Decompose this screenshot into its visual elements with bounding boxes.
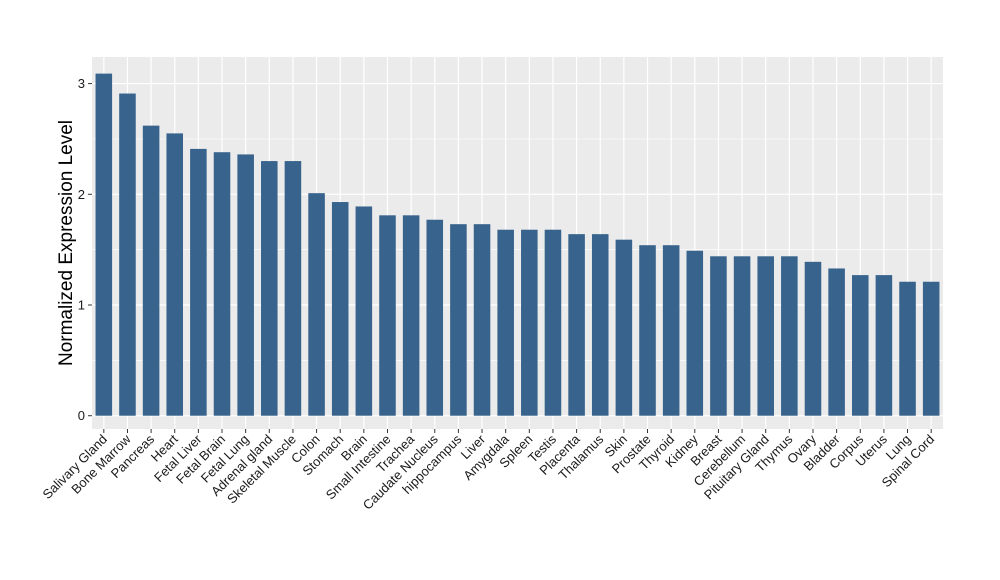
bar bbox=[521, 229, 538, 416]
bar bbox=[757, 256, 774, 416]
bar bbox=[804, 261, 822, 416]
bar bbox=[237, 154, 254, 416]
bar bbox=[450, 224, 467, 416]
bar bbox=[213, 152, 231, 416]
bar bbox=[710, 256, 727, 416]
bar bbox=[686, 250, 704, 416]
bar bbox=[497, 229, 514, 416]
y-tick-label: 3 bbox=[78, 76, 85, 91]
bar bbox=[662, 245, 680, 416]
bar bbox=[851, 275, 869, 416]
y-tick-label: 1 bbox=[78, 298, 85, 313]
bar bbox=[142, 125, 160, 416]
bar bbox=[379, 215, 396, 416]
bars bbox=[95, 73, 940, 416]
bar bbox=[473, 224, 491, 416]
bar bbox=[308, 193, 325, 416]
bar bbox=[190, 148, 207, 416]
bar bbox=[402, 215, 420, 416]
bar bbox=[95, 73, 113, 416]
bar bbox=[875, 275, 893, 416]
bar bbox=[426, 219, 444, 416]
bar bbox=[331, 202, 349, 416]
bar bbox=[355, 206, 373, 416]
bar bbox=[261, 161, 278, 416]
bar bbox=[544, 229, 562, 416]
bar bbox=[615, 239, 633, 416]
y-axis-title: Normalized Expression Level bbox=[56, 120, 77, 366]
bar bbox=[733, 256, 751, 416]
bar bbox=[639, 245, 656, 416]
bar bbox=[119, 93, 136, 416]
bar bbox=[899, 281, 916, 416]
y-tick-label: 2 bbox=[78, 187, 85, 202]
bar bbox=[781, 256, 798, 416]
bar bbox=[922, 281, 940, 416]
bar bbox=[828, 268, 845, 416]
plot-panel bbox=[92, 57, 943, 429]
bar bbox=[284, 161, 302, 416]
y-axis: 0 1 2 3 bbox=[78, 76, 92, 423]
y-tick-label: 0 bbox=[78, 408, 85, 423]
bar bbox=[166, 133, 184, 416]
bar bbox=[568, 234, 585, 416]
bar bbox=[591, 234, 609, 416]
